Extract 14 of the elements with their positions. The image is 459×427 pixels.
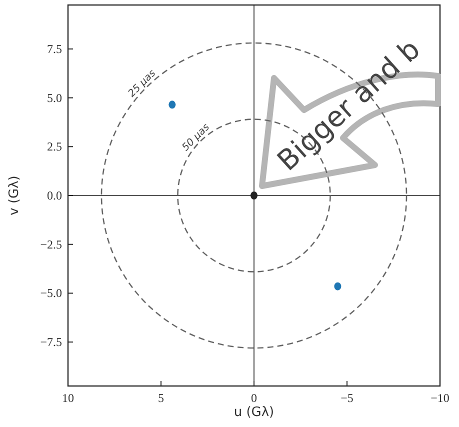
y-axis-title: v (Gλ) <box>7 176 22 216</box>
x-tick-label: 5 <box>158 391 164 405</box>
x-tick-label: −10 <box>430 391 450 405</box>
y-tick-label: 0.0 <box>47 188 62 202</box>
x-tick-label: 0 <box>251 391 257 405</box>
x-tick-label: −5 <box>340 391 354 405</box>
y-tick-label: −2.5 <box>40 237 62 252</box>
x-tick-label: 10 <box>62 391 74 405</box>
x-axis-title: u (Gλ) <box>234 405 274 420</box>
y-tick-label: 2.5 <box>47 140 62 154</box>
y-tick-label: 7.5 <box>47 42 62 56</box>
y-tick-label: −7.5 <box>40 335 62 350</box>
y-tick-label: 5.0 <box>47 90 62 105</box>
y-tick-label: −5.0 <box>40 286 62 300</box>
